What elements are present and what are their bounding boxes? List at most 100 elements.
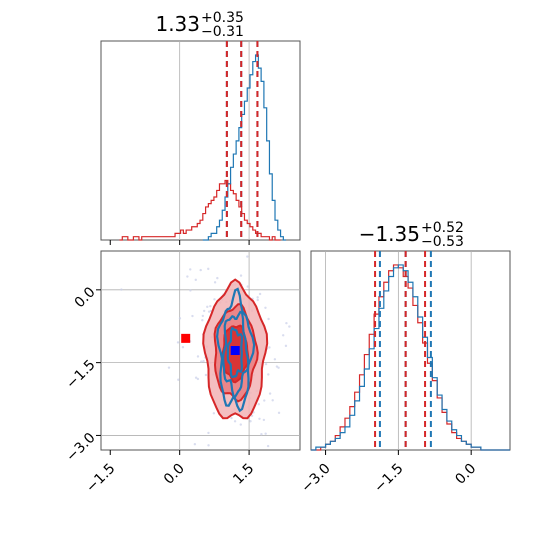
panel-title-value: 1.33	[155, 12, 200, 36]
histogram-step	[311, 264, 510, 451]
sample-point	[206, 305, 209, 309]
sample-point	[268, 392, 272, 395]
sample-point	[196, 377, 200, 381]
sample-point	[216, 276, 219, 280]
tick-label: −1.5	[83, 461, 118, 496]
sample-point	[213, 298, 216, 301]
sample-point	[284, 344, 288, 348]
x-axis-ticks: −3.0 −1.5 0.0	[298, 450, 479, 496]
sample-point	[200, 360, 203, 363]
sample-point	[178, 317, 182, 320]
sample-point	[271, 399, 274, 402]
sample-point	[285, 321, 288, 325]
contour-panel: −1.5 0.0 1.50.0−1.5−3.0	[63, 250, 301, 496]
sample-point	[196, 355, 200, 358]
sample-point	[262, 418, 266, 422]
sample-point	[266, 444, 270, 448]
tick-label: 1.5	[230, 461, 257, 488]
sample-point	[263, 399, 266, 402]
sample-point	[189, 289, 192, 292]
quantile-lines	[225, 41, 259, 240]
histogram-step	[202, 54, 287, 241]
sample-point	[246, 285, 249, 288]
sample-point	[191, 314, 194, 318]
sample-point	[207, 267, 210, 271]
sample-point	[258, 292, 262, 296]
sample-point	[277, 411, 281, 415]
sample-point	[202, 359, 205, 363]
tick-label: −3.0	[63, 430, 98, 465]
sample-point	[239, 274, 243, 277]
sample-point	[230, 416, 233, 420]
sample-point	[256, 296, 259, 299]
marker-square	[181, 333, 191, 343]
sample-point	[176, 341, 180, 344]
sample-point	[233, 420, 237, 423]
sample-point	[273, 358, 277, 361]
tick-label: −1.5	[63, 357, 98, 392]
sample-point	[257, 403, 260, 406]
sample-point	[177, 378, 180, 381]
sample-point	[264, 432, 267, 435]
tick-label: −1.5	[371, 461, 406, 496]
sample-point	[246, 255, 249, 258]
marker-points	[181, 333, 240, 355]
sample-point	[204, 373, 208, 377]
sample-point	[288, 325, 291, 328]
histogram-panel-top: 1.33 +0.35 −0.31	[100, 10, 301, 245]
sample-point	[207, 444, 210, 447]
quantile-lines	[374, 251, 432, 450]
sample-point	[186, 275, 189, 278]
histogram-series	[119, 54, 287, 241]
sample-point	[189, 268, 192, 271]
sample-point	[201, 314, 205, 318]
tick-label: 0.0	[161, 461, 188, 488]
sample-point	[213, 281, 217, 284]
sample-point	[249, 420, 252, 423]
histogram-panel-right: −3.0 −1.5 0.0 −1.35 +0.52 −0.53	[298, 220, 511, 496]
sample-point	[267, 373, 270, 376]
sample-point	[256, 298, 259, 302]
grid	[101, 251, 300, 450]
contour-blue	[221, 310, 250, 398]
tick-label: −3.0	[298, 461, 333, 496]
sample-point	[209, 304, 212, 308]
panel-title-upper: +0.52	[421, 220, 464, 236]
sample-point	[268, 346, 271, 349]
contour-blue	[215, 287, 256, 413]
histogram-series	[311, 264, 510, 451]
grid	[325, 251, 472, 450]
sample-point	[181, 346, 185, 349]
tick-label: 0.0	[452, 461, 479, 488]
sample-point	[120, 288, 123, 291]
sample-point	[212, 412, 216, 415]
panel-title-lower: −0.31	[201, 24, 244, 40]
sample-point	[207, 431, 210, 435]
sample-point	[194, 376, 198, 379]
sample-point	[267, 317, 270, 321]
tick-label: 0.0	[72, 284, 99, 311]
sample-point	[202, 309, 206, 313]
x-axis-ticks	[109, 240, 250, 245]
grid	[179, 41, 250, 240]
sample-point	[239, 423, 242, 426]
sample-point	[194, 278, 197, 282]
sample-point	[167, 366, 171, 369]
histogram-step	[119, 179, 281, 241]
marker-square	[230, 346, 240, 355]
sample-point	[201, 319, 204, 322]
sample-point	[277, 366, 280, 369]
sample-point	[264, 306, 267, 309]
sample-point	[281, 334, 285, 337]
contours	[202, 278, 269, 420]
sample-point	[260, 432, 263, 436]
sample-point	[264, 362, 268, 366]
panel-title-value: −1.35	[359, 222, 420, 246]
sample-point	[199, 268, 202, 272]
sample-point	[193, 443, 197, 446]
sample-point	[258, 417, 261, 420]
panel-title-upper: +0.35	[201, 10, 244, 26]
sample-point	[250, 414, 254, 417]
contour-blue	[226, 326, 244, 379]
